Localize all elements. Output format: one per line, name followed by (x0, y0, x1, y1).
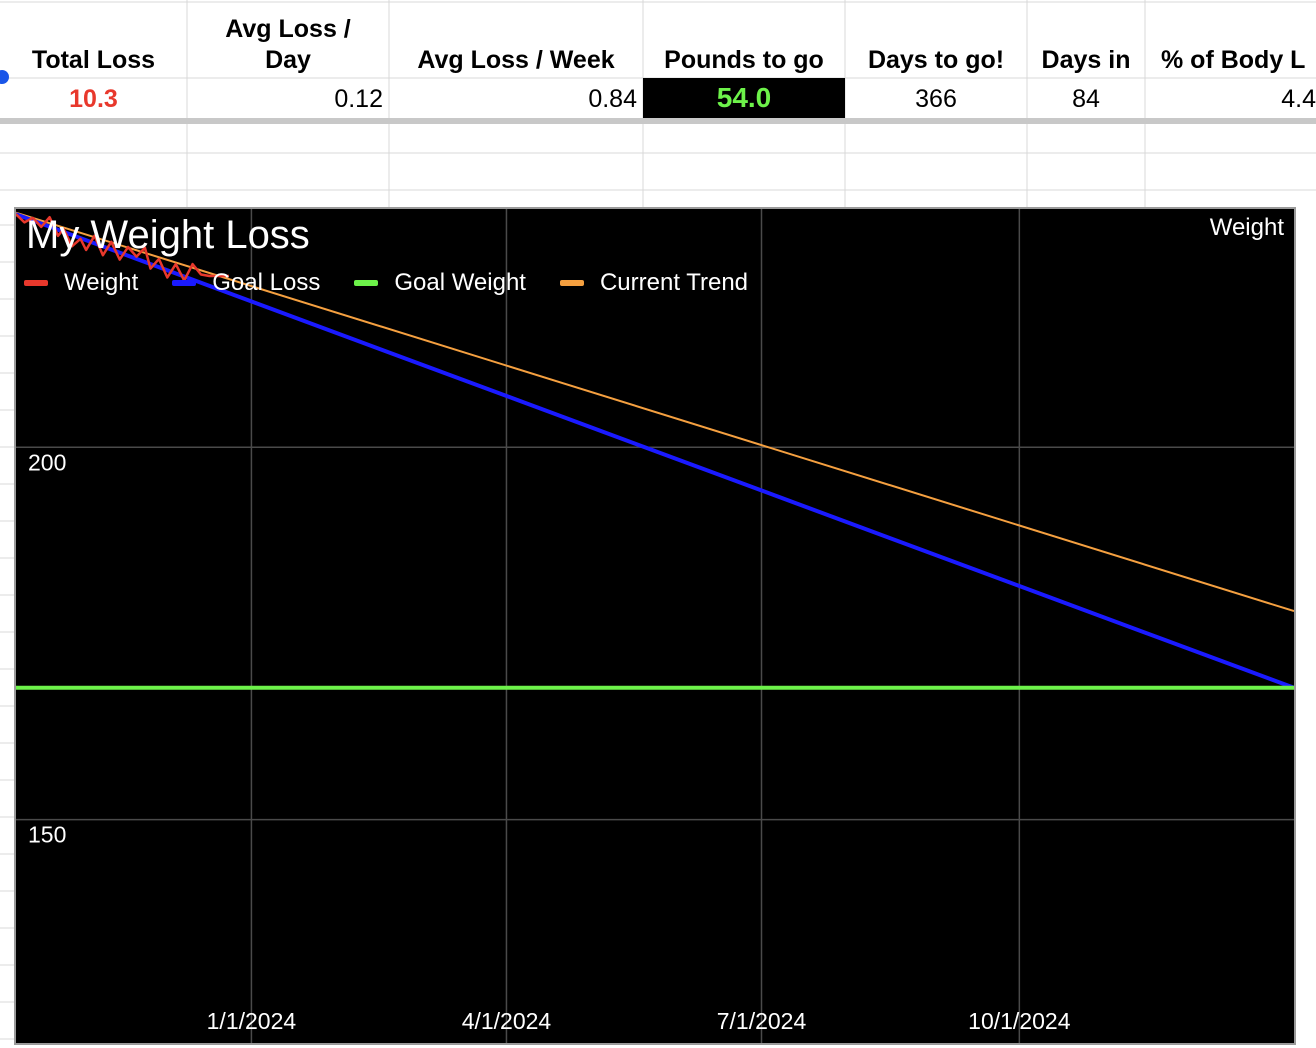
legend-item-current-trend[interactable]: Current Trend (559, 269, 749, 297)
value-days-in[interactable]: 84 (1072, 84, 1100, 113)
legend-label-goal-weight: Goal Weight (394, 269, 526, 296)
series-line-goal-loss (16, 212, 1294, 690)
value-days-to-go[interactable]: 366 (915, 84, 957, 113)
value-pounds-to-go[interactable]: 54.0 (643, 78, 845, 118)
legend-item-goal-loss[interactable]: Goal Loss (172, 269, 320, 297)
header-avg-loss-week[interactable]: Avg Loss / Week (417, 46, 615, 74)
chart-series-label: Weight (1209, 214, 1284, 241)
x-tick-label-2: 7/1/2024 (717, 1008, 807, 1034)
chart-plot: 150 200 1/1/2024 4/1/2024 7/1/2024 10/1/2024 (16, 209, 1294, 1043)
series-line-current-trend (16, 211, 1294, 613)
header-pounds-to-go[interactable]: Pounds to go (664, 46, 824, 74)
header-days-in[interactable]: Days in (1041, 46, 1131, 74)
row-selection-indicator (0, 70, 9, 84)
y-tick-label-0: 150 (28, 822, 66, 848)
legend-label-weight: Weight (64, 269, 139, 296)
chart-legend: Weight Goal Loss Goal Weight Current Tre… (24, 269, 782, 297)
legend-swatch-goal-weight (354, 280, 379, 286)
value-percent-body[interactable]: 4.4 (1281, 84, 1316, 113)
x-tick-label-0: 1/1/2024 (207, 1008, 297, 1034)
header-percent-body[interactable]: % of Body L (1161, 46, 1306, 74)
legend-label-goal-loss: Goal Loss (212, 269, 321, 296)
chart-title: My Weight Loss (26, 213, 310, 257)
x-tick-label-1: 4/1/2024 (462, 1008, 552, 1034)
header-avg-loss-day[interactable]: Avg Loss / Day (225, 15, 351, 74)
weight-loss-chart[interactable]: 150 200 1/1/2024 4/1/2024 7/1/2024 10/1/2024 … (14, 207, 1296, 1045)
value-avg-loss-week[interactable]: 0.84 (588, 84, 637, 113)
value-avg-loss-day[interactable]: 0.12 (334, 84, 383, 113)
header-total-loss[interactable]: Total Loss (31, 46, 156, 74)
legend-swatch-weight (24, 280, 48, 286)
legend-label-current-trend: Current Trend (599, 269, 749, 296)
legend-item-goal-weight[interactable]: Goal Weight (354, 269, 526, 297)
value-total-loss[interactable]: 10.3 (69, 84, 118, 113)
legend-item-weight[interactable]: Weight (24, 269, 138, 297)
header-days-to-go[interactable]: Days to go! (867, 46, 1005, 74)
legend-swatch-current-trend (559, 280, 584, 286)
series-line-weight (16, 213, 229, 282)
legend-swatch-goal-loss (172, 280, 197, 286)
y-tick-label-1: 200 (28, 449, 66, 475)
x-tick-label-3: 10/1/2024 (968, 1008, 1071, 1034)
